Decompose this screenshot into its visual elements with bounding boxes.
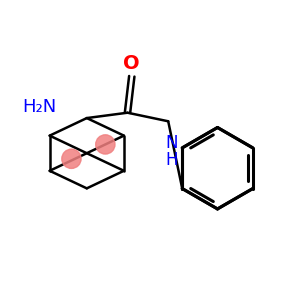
Text: O: O (124, 54, 140, 73)
Circle shape (96, 135, 115, 154)
Text: H₂N: H₂N (22, 98, 57, 116)
Circle shape (62, 149, 81, 168)
Text: N
H: N H (165, 134, 178, 169)
